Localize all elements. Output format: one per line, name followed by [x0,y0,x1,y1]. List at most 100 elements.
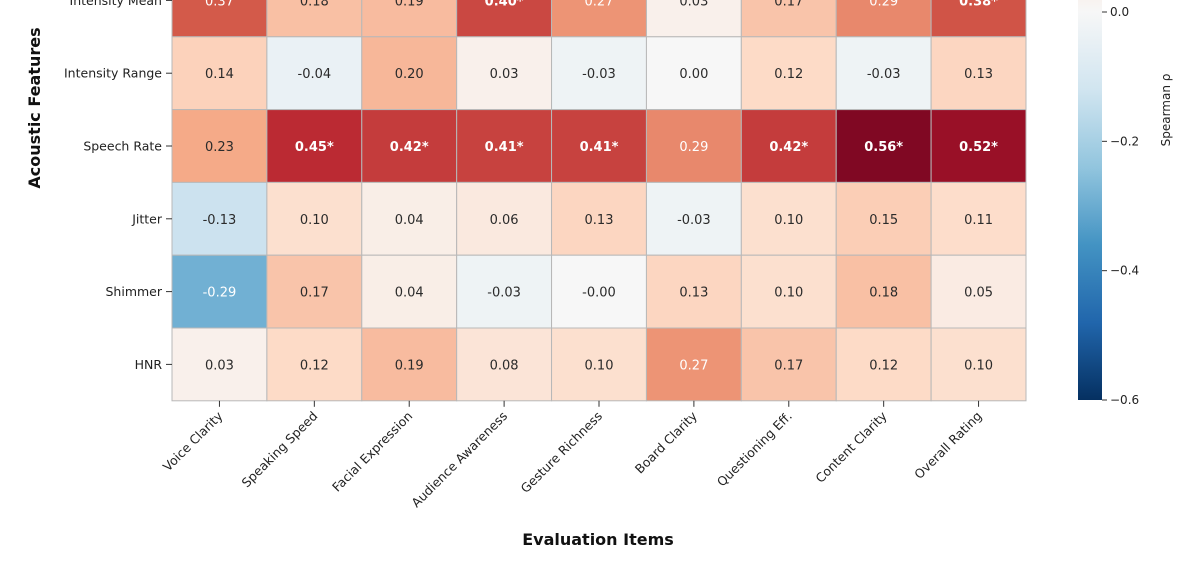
y-tick-label: Intensity Range [64,66,162,81]
x-tick-label: Facial Expression [329,408,415,494]
heatmap-cells: 0.37 0.18 0.19 0.40* 0.27 0.03 0.17 0.29 0.38* 0.… [171,0,1027,402]
heatmap-cell [361,254,458,329]
x-tick-label: Speaking Speed [238,408,320,490]
heatmap-cell-label: 0.05 [964,286,993,301]
heatmap-cell-label: 0.08 [490,358,519,373]
heatmap-cell-label: 0.52* [959,140,998,155]
heatmap-cell [361,36,458,111]
colorbar-tick-label: −0.4 [1110,264,1139,278]
y-tick-label: HNR [135,357,163,372]
heatmap-cell [266,36,363,111]
heatmap-cell [930,181,1027,256]
heatmap-cell [456,181,553,256]
heatmap-cell-label: 0.15 [869,213,898,228]
heatmap-cell-label: 0.06 [490,213,519,228]
heatmap-cell-label: -0.13 [203,213,237,228]
x-tick-label: Voice Clarity [160,408,226,474]
heatmap-cell-label: 0.27 [585,0,614,9]
heatmap-cell-label: 0.29 [869,0,898,9]
x-tick-label: Questioning Eff. [714,408,795,489]
heatmap-cell-label: 0.19 [395,0,424,9]
heatmap-cell [835,0,932,38]
heatmap-cell-label: 0.38* [959,0,998,9]
heatmap-cell [740,327,837,402]
heatmap-cell-label: 0.03 [205,358,234,373]
heatmap-cell-label: 0.42* [390,140,429,155]
colorbar-tick-label: 0.0 [1110,5,1129,19]
heatmap-cell-label: 0.03 [490,67,519,82]
heatmap-cell [740,0,837,38]
heatmap-cell [551,0,647,38]
heatmap-cell-label: 0.56* [864,140,903,155]
heatmap-cell-label: -0.29 [203,286,237,301]
heatmap-cell [171,36,268,111]
heatmap-cell-label: 0.10 [964,358,993,373]
heatmap-cell [930,327,1027,402]
colorbar-ticks: 0.20.0−0.2−0.4−0.6 [1102,5,1139,407]
heatmap-cell-label: 0.42* [769,140,808,155]
x-tick-label: Gesture Richness [518,408,606,496]
colorbar-gradient [1078,0,1102,400]
heatmap-cell-label: 0.10 [774,286,803,301]
heatmap-cell [740,36,837,111]
heatmap-cell [456,327,553,402]
heatmap-cell-label: 0.13 [679,286,708,301]
heatmap-cell [456,254,553,329]
colorbar-tick-label: −0.2 [1110,134,1139,148]
heatmap-cell-label: 0.11 [964,213,993,228]
heatmap-cell-label: 0.23 [205,140,234,155]
heatmap-cell-label: -0.00 [582,286,616,301]
heatmap-cell [645,36,742,111]
heatmap-cell-label: 0.10 [585,358,614,373]
heatmap-cell [551,36,647,111]
heatmap-cell [930,109,1027,183]
colorbar-label: Spearman ρ [1159,74,1173,147]
heatmap-cell-label: 0.13 [964,67,993,82]
heatmap-cell [171,181,268,256]
heatmap-cell [930,36,1027,111]
heatmap-cell-label: 0.40* [485,0,524,9]
heatmap-cell [645,327,742,402]
heatmap-cell-label: -0.03 [582,67,616,82]
heatmap-cell [645,181,742,256]
heatmap-cell [930,254,1027,329]
heatmap-cell-label: 0.45* [295,140,334,155]
y-axis-title: Acoustic Features [25,27,44,188]
heatmap-cell-label: -0.03 [487,286,521,301]
y-tick-label: Speech Rate [83,139,162,154]
heatmap-cell-label: 0.14 [205,67,234,82]
heatmap-cell-label: 0.03 [679,0,708,9]
x-tick-label: Overall Rating [911,408,985,482]
heatmap-cell-label: 0.10 [774,213,803,228]
heatmap-cell [266,327,363,402]
heatmap-cell [361,181,458,256]
heatmap-cell-label: 0.20 [395,67,424,82]
heatmap-cell-label: 0.04 [395,213,424,228]
heatmap-cell [361,0,458,38]
heatmap-cell-label: 0.18 [300,0,329,9]
heatmap-cell-label: 0.41* [580,140,619,155]
y-tick-label: Shimmer [105,284,162,299]
heatmap-cell-label: 0.17 [774,358,803,373]
colorbar: 0.20.0−0.2−0.4−0.6 Spearman ρ [1078,0,1173,407]
heatmap-cell-label: 0.17 [300,286,329,301]
y-tick-label: Intensity Mean [70,0,162,8]
heatmap-cell [740,254,837,329]
heatmap-cell-label: 0.18 [869,286,898,301]
heatmap-cell [551,254,647,329]
heatmap-cell-label: 0.12 [869,358,898,373]
heatmap-cell-label: 0.41* [485,140,524,155]
heatmap-cell [551,181,647,256]
x-tick-label: Board Clarity [632,408,701,477]
heatmap-cell-label: -0.03 [677,213,711,228]
y-tick-label: Jitter [131,211,163,226]
heatmap-cell-label: 0.00 [679,67,708,82]
y-tick-labels: Intensity Mean Intensity Range Speech Rate… [64,0,172,372]
heatmap-cell [171,109,268,183]
heatmap-cell [835,36,932,111]
heatmap-cell [645,254,742,329]
heatmap-cell-label: -0.03 [867,67,901,82]
heatmap-cell [361,109,458,183]
x-axis-title: Evaluation Items [522,530,674,549]
